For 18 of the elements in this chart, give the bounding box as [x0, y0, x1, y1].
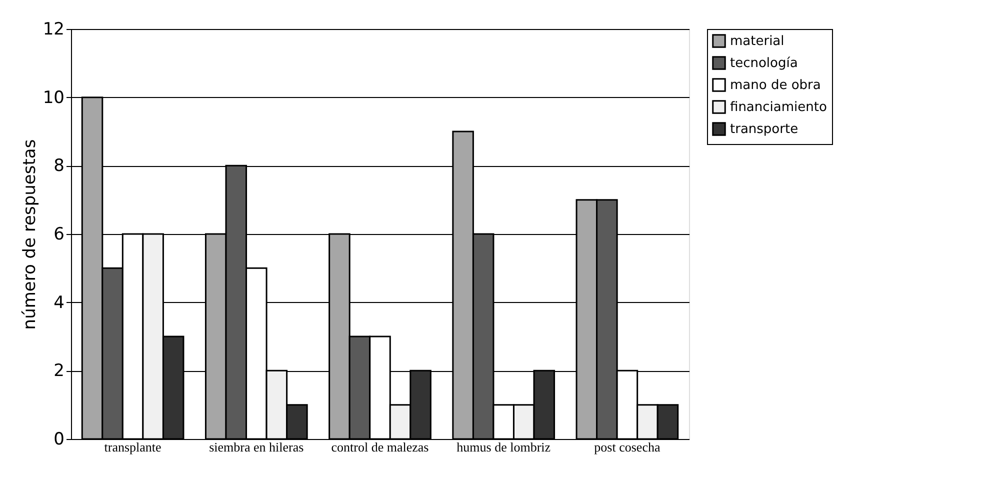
y-axis-title: número de respuestas: [20, 139, 40, 330]
x-tick-label: transplante: [104, 440, 162, 454]
legend-label: transporte: [730, 122, 798, 137]
x-tick-label: humus de lombriz: [456, 440, 551, 454]
x-tick-label: post cosecha: [594, 440, 660, 454]
x-tick-label: control de malezas: [331, 440, 429, 454]
y-tick-label: 8: [54, 156, 64, 176]
y-tick-label: 0: [54, 430, 64, 450]
legend-label: tecnología: [730, 56, 798, 71]
y-tick-label: 6: [54, 224, 64, 244]
y-tick-label: 12: [42, 20, 64, 40]
legend-label: financiamiento: [730, 100, 827, 115]
x-tick-label: siembra en hileras: [209, 440, 304, 454]
y-tick-label: 2: [54, 361, 64, 382]
legend-label: material: [730, 34, 784, 49]
legend-label: mano de obra: [730, 78, 821, 93]
y-tick-label: 10: [42, 88, 64, 108]
y-tick-label: 4: [54, 292, 64, 313]
